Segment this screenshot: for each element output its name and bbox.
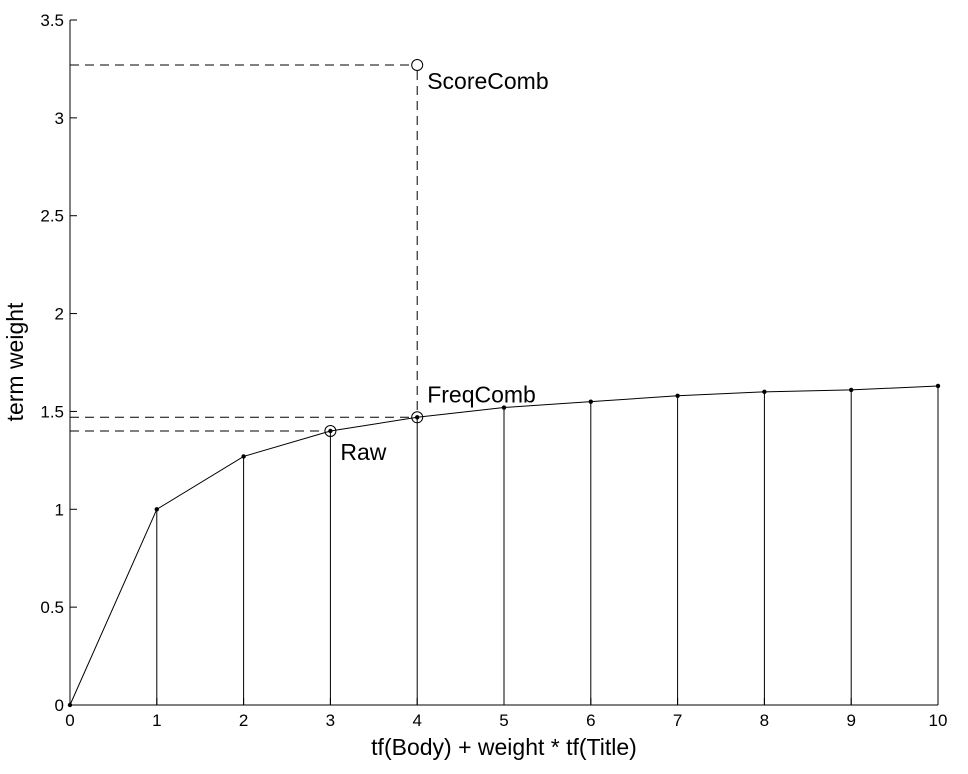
data-point — [588, 399, 593, 404]
x-tick-label: 0 — [65, 711, 74, 730]
stems — [156, 385, 939, 705]
x-tick-label: 6 — [586, 711, 595, 730]
y-tick-label: 0 — [55, 696, 64, 715]
x-tick-label: 3 — [326, 711, 335, 730]
annotation-label: FreqComb — [427, 381, 536, 407]
x-tick-label: 2 — [239, 711, 248, 730]
tick-labels: 0 1 2 3 4 5 6 7 8 9 10 0 0.5 1 1.5 2 2.5 3 3.5 — [40, 11, 947, 730]
data-point — [849, 387, 854, 393]
x-axis-title: tf(Body) + weight * tf(Title) — [371, 734, 637, 760]
y-tick-label: 2.5 — [40, 207, 64, 226]
y-tick-label: 0.5 — [40, 598, 64, 617]
annotation-marker — [411, 411, 424, 424]
data-point — [67, 702, 73, 708]
data-point — [154, 507, 159, 512]
x-tick-label: 8 — [760, 711, 769, 730]
y-tick-label: 2 — [55, 305, 64, 324]
y-tick-label: 1.5 — [40, 402, 64, 421]
data-point — [762, 389, 767, 395]
annotations: Raw FreqComb ScoreComb — [324, 59, 549, 465]
annotation-label: Raw — [340, 439, 386, 465]
data-point — [501, 405, 507, 410]
x-tick-label: 4 — [412, 711, 421, 730]
x-tick-label: 1 — [152, 711, 161, 730]
annotation-label: ScoreComb — [427, 68, 548, 94]
x-tick-label: 9 — [846, 711, 855, 730]
data-point — [328, 428, 333, 434]
data-point — [241, 454, 246, 459]
data-points — [67, 383, 941, 708]
x-tick-label: 7 — [673, 711, 682, 730]
data-point — [935, 383, 941, 389]
annotation-marker — [411, 59, 424, 72]
y-tick-label: 1 — [55, 500, 64, 519]
annotation-marker — [324, 425, 337, 437]
y-axis-title: term weight — [2, 302, 28, 421]
y-tick-label: 3 — [55, 109, 64, 128]
data-point — [675, 393, 680, 398]
y-tick-label: 3.5 — [40, 11, 64, 30]
x-tick-label: 5 — [499, 711, 508, 730]
annotation-guides — [70, 64, 418, 432]
x-tick-label: 10 — [929, 711, 948, 730]
data-point — [415, 415, 420, 420]
